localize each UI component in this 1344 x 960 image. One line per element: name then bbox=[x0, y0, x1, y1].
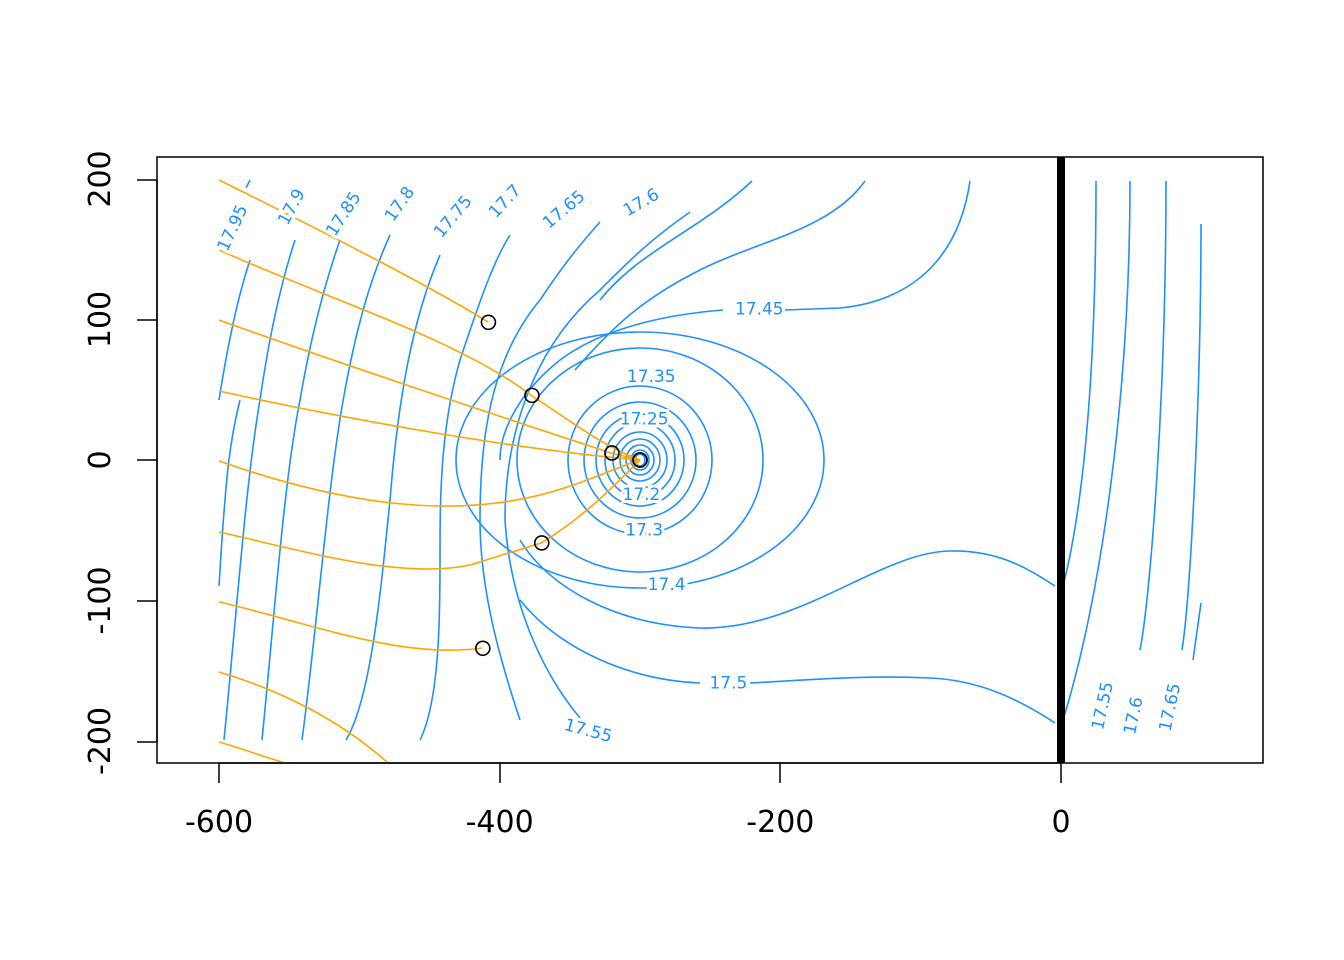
contour-label: 17.4 bbox=[648, 575, 686, 595]
particle-start-marker bbox=[604, 445, 620, 461]
pathline-5 bbox=[218, 459, 641, 507]
contour-17.65 bbox=[479, 221, 601, 721]
contour-arch-1 bbox=[599, 180, 753, 301]
contour-label: 17.6 bbox=[620, 185, 663, 221]
contour-label: 17.55 bbox=[562, 715, 614, 747]
well-marker bbox=[632, 452, 648, 468]
y-tick-label: -200 bbox=[83, 707, 118, 775]
y-tick-label: -100 bbox=[83, 566, 118, 634]
contour-river-5 bbox=[1192, 602, 1202, 661]
contour-17.45-lower bbox=[519, 539, 1056, 629]
contour-17.7 bbox=[419, 234, 511, 741]
contour-17.35 bbox=[516, 347, 764, 573]
plot-frame bbox=[156, 156, 1264, 764]
x-tick-label: -200 bbox=[746, 805, 814, 840]
particle-start-marker bbox=[480, 314, 497, 331]
contour-arch-2 bbox=[574, 180, 866, 371]
contour-17.95-lower bbox=[218, 399, 241, 587]
contour-17.5 bbox=[519, 599, 1056, 724]
contour-label: 17.2 bbox=[622, 485, 660, 505]
contour-ring-3 bbox=[619, 438, 661, 482]
x-tick-label: -600 bbox=[185, 805, 253, 840]
contour-17.9 bbox=[223, 239, 296, 741]
contour-label: 17.75 bbox=[430, 192, 477, 242]
contour-river-3 bbox=[1139, 180, 1167, 651]
contour-17.8 bbox=[301, 234, 391, 741]
contour-17.45 bbox=[499, 180, 971, 461]
x-tick-label: 0 bbox=[1051, 805, 1070, 840]
contour-label: 17.45 bbox=[735, 300, 784, 320]
pathline-6 bbox=[218, 459, 641, 570]
contour-river-2 bbox=[1062, 180, 1131, 721]
pathline-8 bbox=[218, 671, 389, 764]
contour-label: 17.3 bbox=[625, 520, 663, 540]
particle-markers bbox=[475, 314, 648, 657]
particle-start-marker bbox=[475, 640, 491, 657]
x-axis bbox=[218, 762, 1062, 783]
pathline-2 bbox=[218, 249, 641, 461]
contour-17.6 bbox=[504, 211, 691, 719]
x-tick-labels: -600 -400 -200 0 bbox=[185, 805, 1071, 840]
y-tick-label: 0 bbox=[83, 450, 118, 469]
contour-label: 17.85 bbox=[322, 188, 365, 240]
contour-label: 17.8 bbox=[381, 183, 419, 225]
particle-start-marker bbox=[533, 535, 550, 551]
contour-label: 17.65 bbox=[539, 187, 589, 234]
contour-lines bbox=[218, 179, 1202, 741]
pathline-9 bbox=[218, 741, 286, 764]
y-tick-label: 100 bbox=[83, 291, 118, 348]
y-tick-labels: -200 -100 0 100 200 bbox=[83, 150, 118, 775]
contour-label: 17.55 bbox=[1088, 680, 1118, 732]
pathlines bbox=[218, 179, 641, 764]
contour-label: 17.35 bbox=[627, 367, 676, 387]
pathline-3 bbox=[218, 319, 641, 461]
pathline-4 bbox=[218, 390, 641, 461]
y-tick-label: 200 bbox=[83, 150, 118, 207]
contour-river-4 bbox=[1181, 223, 1202, 651]
contour-17.25 bbox=[583, 401, 697, 519]
contour-17.3 bbox=[567, 385, 713, 535]
contour-label: 17.25 bbox=[620, 409, 669, 429]
pathline-1 bbox=[218, 179, 489, 323]
y-axis bbox=[137, 179, 158, 743]
contour-river-1 bbox=[1062, 180, 1097, 587]
contour-17.4 bbox=[455, 331, 825, 589]
x-tick-label: -400 bbox=[466, 805, 534, 840]
contour-label: 17.65 bbox=[1156, 681, 1186, 733]
contour-17.85 bbox=[261, 239, 341, 741]
particle-start-marker bbox=[524, 387, 540, 404]
pathline-7 bbox=[218, 601, 483, 651]
contour-label: 17.7 bbox=[485, 181, 525, 222]
contour-labels: 17.95 17.9 17.85 17.8 17.75 17.7 17.65 17.617.4… bbox=[211, 178, 1189, 750]
contour-label: 17.5 bbox=[709, 673, 747, 693]
contour-label: 17.95 bbox=[214, 202, 253, 255]
contour-label: 17.6 bbox=[1120, 695, 1147, 736]
contour-17.2 bbox=[604, 422, 676, 498]
contour-17.95 bbox=[218, 179, 251, 401]
contour-17.75 bbox=[345, 254, 441, 741]
contour-ring-1 bbox=[595, 413, 685, 507]
contour-ring-4 bbox=[625, 444, 655, 476]
